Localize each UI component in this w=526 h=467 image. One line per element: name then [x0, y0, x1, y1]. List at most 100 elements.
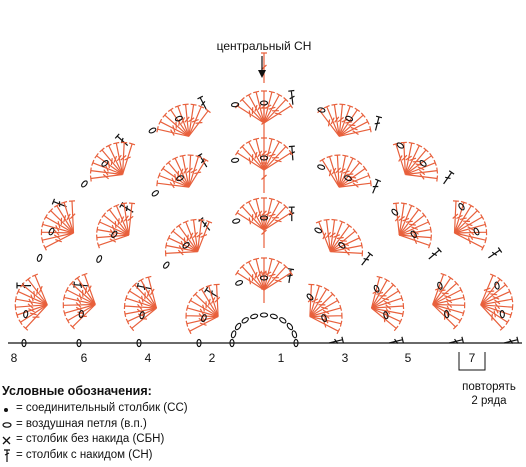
double-crochet-stitch [309, 297, 340, 318]
row-label-5: 5 [405, 351, 412, 365]
double-crochet-stitch [326, 155, 340, 188]
repeat-note: повторять 2 ряда [452, 380, 526, 408]
double-crochet-stitch [263, 257, 275, 291]
double-crochet-stitch [452, 200, 460, 234]
chain-loop [291, 330, 298, 339]
double-crochet-stitch [329, 223, 353, 252]
double-crochet-stitch [398, 202, 407, 236]
chain-loop [201, 314, 207, 323]
double-crochet-stitch [138, 278, 158, 309]
row-label-3: 3 [342, 351, 349, 365]
double-crochet-stitch [156, 180, 189, 189]
double-crochet-stitch [113, 141, 124, 175]
double-crochet-stitch [323, 218, 332, 252]
double-crochet-stitch [370, 278, 390, 309]
double-crochet-stitch [185, 304, 219, 318]
double-crochet-stitch [20, 282, 48, 306]
double-crochet-stitch [196, 218, 205, 252]
chain-loop [111, 230, 118, 238]
double-crochet-stitch [190, 218, 199, 252]
double-crochet-stitch [263, 264, 289, 291]
double-crochet-stitch [43, 214, 74, 234]
double-crochet-stitch [51, 198, 67, 208]
double-crochet-stitch [309, 291, 336, 317]
double-crochet-stitch [392, 202, 401, 236]
double-crochet-stitch [186, 154, 194, 188]
double-crochet-stitch [40, 229, 74, 236]
double-crochet-stitch [288, 145, 296, 161]
double-crochet-stitch [315, 220, 331, 252]
crochet-diagram: центральный СН 8 6 4 2 1 3 5 7 [8, 39, 522, 371]
double-crochet-stitch [158, 118, 190, 137]
double-crochet-stitch [317, 108, 340, 137]
chain-loop [259, 275, 269, 281]
legend-text: = столбик с накидом (СН) [16, 448, 153, 461]
chain-loop [176, 175, 184, 182]
double-crochet-stitch [121, 202, 130, 236]
double-crochet-stitch [330, 228, 358, 253]
legend-title: Условные обозначения: [2, 384, 152, 398]
double-crochet-stitch [480, 304, 513, 319]
row-label-7: 7 [469, 351, 476, 365]
chain-loop [174, 115, 183, 122]
double-crochet-stitch [263, 102, 294, 124]
chain-loop [234, 322, 242, 331]
double-crochet-stitch [164, 249, 198, 257]
double-crochet-stitch [245, 259, 265, 291]
double-crochet-stitch [253, 137, 265, 171]
double-crochet-stitch [175, 223, 199, 252]
double-crochet-stitch [127, 288, 157, 309]
double-crochet-stitch [329, 218, 338, 252]
chain-loop [396, 142, 405, 149]
legend-row-double-crochet: = столбик с накидом (СН) [2, 448, 302, 464]
chain-loop [230, 157, 240, 163]
double-crochet-stitch [174, 104, 190, 137]
chain-loop [230, 102, 240, 108]
double-crochet-stitch [245, 92, 265, 124]
double-crochet-stitch [371, 288, 401, 309]
legend-row-single-crochet: = столбик без накида (СБН) [2, 432, 302, 448]
chain-loop [230, 330, 237, 339]
chain-loop [182, 242, 190, 249]
double-crochet-stitch [454, 229, 488, 236]
double-crochet-stitch [405, 167, 439, 176]
double-crochet-stitch [188, 297, 219, 318]
double-crochet-stitch [41, 232, 74, 244]
double-crochet-icon [2, 449, 14, 463]
double-crochet-stitch [156, 126, 189, 137]
double-crochet-stitch [182, 220, 199, 252]
double-crochet-stitch [432, 286, 464, 306]
chain-loop [241, 317, 249, 324]
double-crochet-stitch [338, 154, 349, 188]
double-crochet-stitch [287, 268, 295, 283]
double-crochet-stitch [338, 118, 370, 137]
double-crochet-stitch [188, 108, 211, 137]
double-crochet-stitch [432, 301, 466, 309]
chain-loop [36, 253, 43, 262]
double-crochet-stitch [261, 162, 267, 193]
double-crochet-stitch [480, 304, 506, 331]
double-crochet-stitch [428, 247, 442, 260]
double-crochet-stitch [432, 294, 466, 306]
repeat-note-line2: 2 ряда [471, 395, 507, 407]
double-crochet-stitch [213, 283, 221, 317]
double-crochet-stitch [96, 234, 129, 249]
double-crochet-stitch [338, 172, 371, 188]
double-crochet-stitch [124, 295, 157, 309]
double-crochet-stitch [480, 273, 497, 306]
double-crochet-stitch [432, 275, 454, 305]
double-crochet-stitch [127, 202, 136, 236]
double-crochet-stitch [371, 282, 397, 309]
double-crochet-stitch [53, 203, 75, 234]
legend: Условные обозначения: = соединительный с… [2, 384, 302, 463]
repeat-bracket [458, 352, 486, 371]
double-crochet-stitch [198, 287, 219, 317]
double-crochet-stitch [404, 143, 423, 175]
double-crochet-stitch [453, 200, 467, 234]
double-crochet-stitch [261, 217, 267, 248]
legend-text: = соединительный столбик (СС) [16, 402, 188, 414]
double-crochet-stitch [454, 221, 487, 234]
chain-loop [338, 242, 346, 249]
row-number-labels: 8 6 4 2 1 3 5 7 [11, 351, 476, 365]
chain-loop [235, 280, 244, 286]
